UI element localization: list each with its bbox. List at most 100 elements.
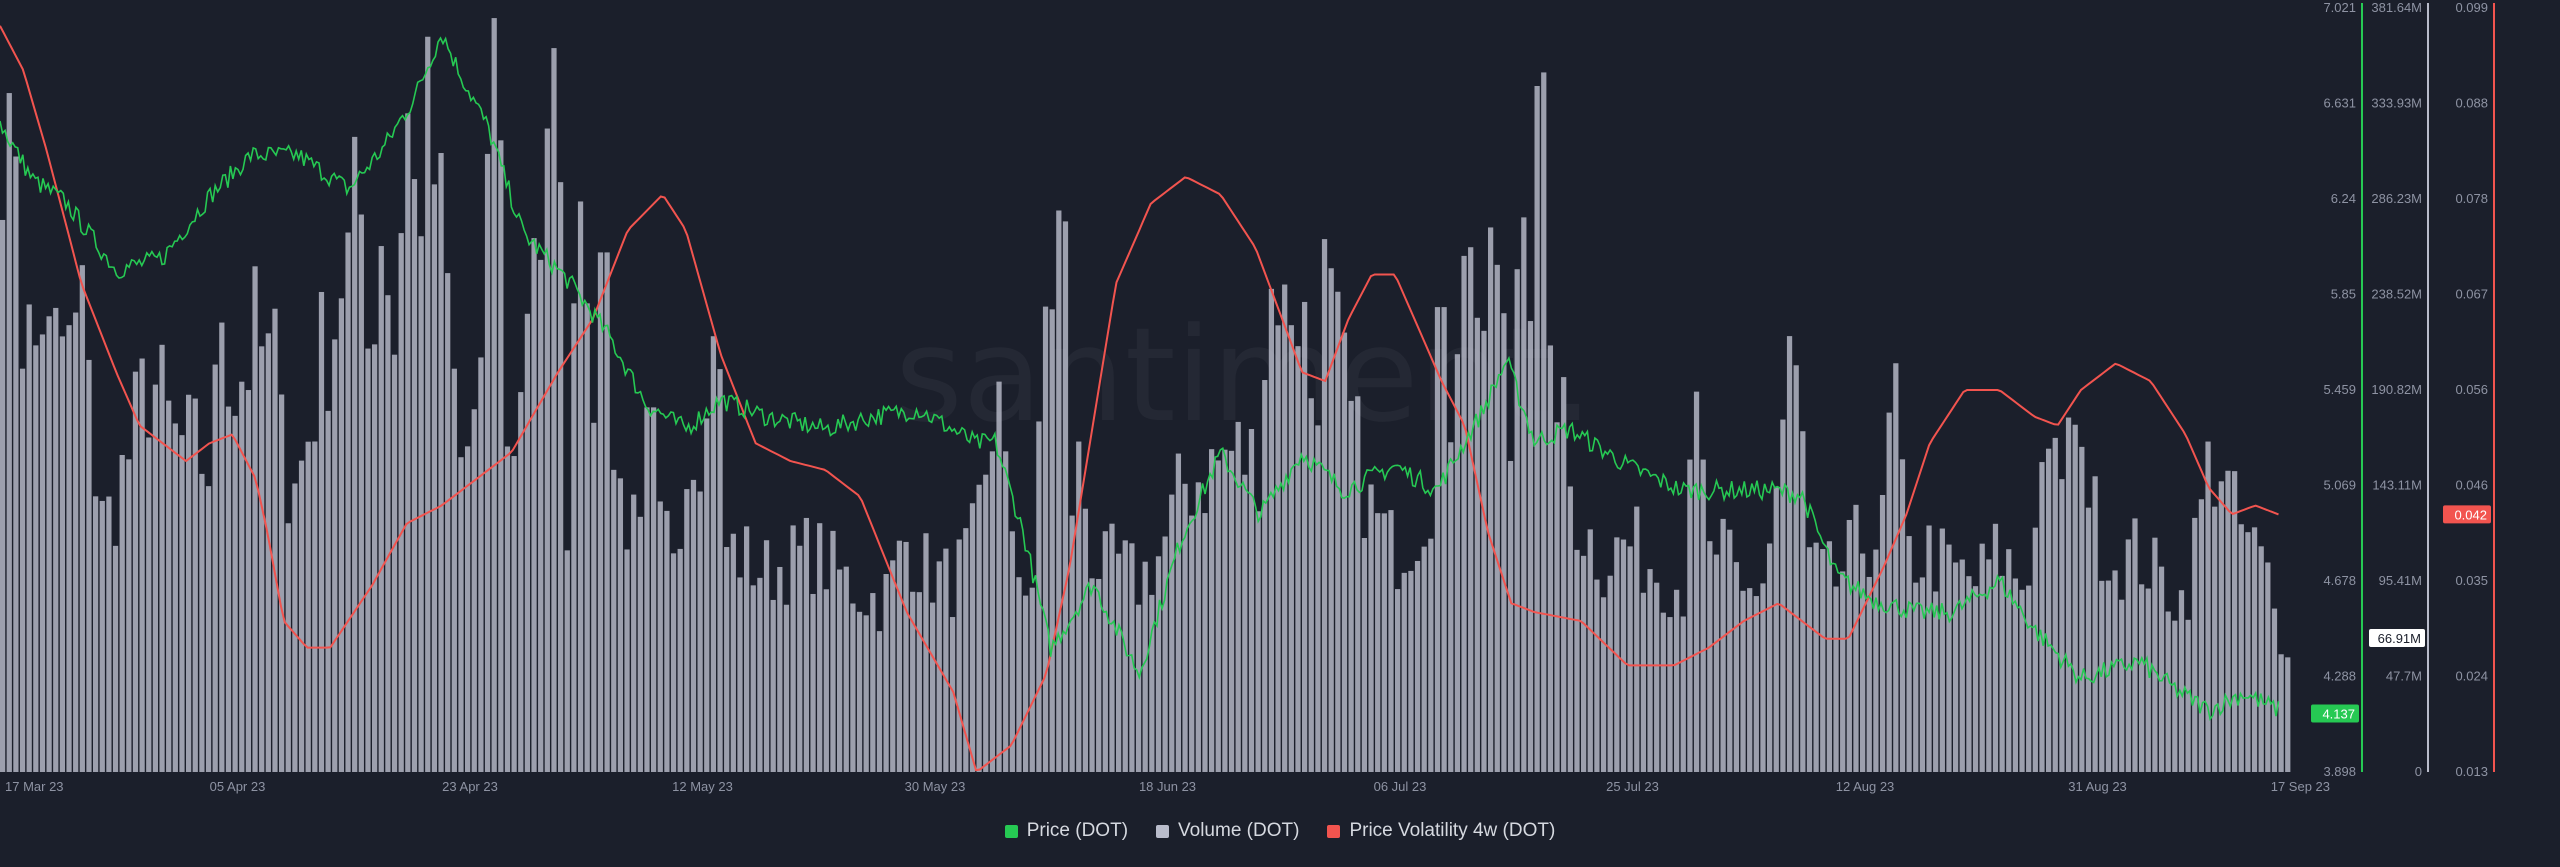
volume-bar (916, 592, 922, 772)
volume-bar (2225, 470, 2231, 772)
volume-bar (843, 566, 849, 772)
volume-bar (332, 339, 338, 772)
volume-bar (903, 541, 909, 772)
volume-bar (1069, 515, 1075, 772)
volume-bar (564, 550, 570, 772)
volume-bar (531, 238, 537, 773)
volume-bar (1029, 587, 1035, 772)
volume-bar (1195, 482, 1201, 772)
volume-bar (245, 390, 252, 772)
volume-bar (2158, 566, 2165, 772)
volume-bar (2198, 499, 2205, 772)
volume-bar (2205, 441, 2211, 772)
volume-bar (1840, 571, 1846, 772)
volume-bar (1056, 210, 1062, 773)
volume-bar (943, 548, 949, 772)
volume-bar (1693, 391, 1700, 772)
volume-bar (863, 615, 869, 772)
price-axis-tick-label: 5.069 (2323, 478, 2356, 493)
volume-bar (2132, 518, 2138, 772)
volume-bar (1720, 518, 1726, 772)
volume-bar (1793, 365, 1799, 772)
volume-bar (1893, 363, 1899, 772)
volume-bar (637, 516, 643, 772)
volume-bar (1355, 396, 1361, 772)
legend-item-volume[interactable]: Volume (DOT) (1156, 820, 1299, 842)
volatility-axis-tick-label: 0.035 (2455, 573, 2488, 588)
volume-bar (577, 201, 584, 772)
volume-bar (179, 435, 185, 772)
legend-item-price[interactable]: Price (DOT) (1004, 820, 1128, 842)
volume-bar (2278, 654, 2284, 772)
volume-bar (225, 406, 232, 772)
volume-bar (1966, 576, 1972, 772)
volume-bar (1155, 556, 1162, 772)
volume-bar (644, 407, 650, 772)
volume-bar (365, 348, 371, 772)
volume-bar (252, 266, 258, 772)
volume-axis-tick-label: 286.23M (2371, 191, 2422, 206)
volume-bar (2212, 506, 2218, 772)
volume-bar (1361, 538, 1368, 772)
volume-bar (1926, 525, 1932, 772)
volume-bar (1089, 578, 1095, 772)
volume-bar (2085, 507, 2092, 772)
legend-item-volatility[interactable]: Price Volatility 4w (DOT) (1327, 820, 1555, 842)
volume-bar (1800, 431, 1806, 772)
volume-bar (704, 418, 710, 772)
volume-bar (1806, 547, 1813, 772)
volume-bar (1275, 325, 1281, 772)
volume-bar (1561, 377, 1567, 772)
volume-bar (1042, 306, 1049, 772)
volume-bar (1986, 559, 1992, 772)
volume-bar (1175, 453, 1182, 772)
volume-bar (471, 409, 477, 772)
volume-bar (823, 589, 829, 772)
volume-bar (391, 354, 398, 772)
volume-bar (1953, 562, 1959, 772)
volume-bar (996, 381, 1002, 772)
volume-bar (1647, 569, 1653, 772)
axes: 7.021 6.631 6.24 5.85 5.459 5.069 4.678 4.288 3.… (5, 0, 2495, 794)
volume-bar (1992, 523, 1999, 772)
volume-bar (192, 398, 198, 772)
volume-bar (2072, 424, 2078, 772)
volume-bar (1341, 332, 1348, 772)
volume-bar (1886, 412, 1892, 772)
volume-bar (458, 457, 464, 772)
volume-bar (558, 182, 564, 772)
volume-bar (146, 437, 152, 772)
volatility-axis-tick-label: 0.078 (2455, 191, 2488, 206)
price-axis-current-tag (2311, 704, 2359, 723)
volume-bar (1939, 528, 1945, 772)
volume-bar (2192, 517, 2198, 772)
volume-bar (750, 585, 756, 772)
volume-bar (1209, 449, 1215, 772)
volume-bar (1660, 612, 1666, 772)
volume-bar (1534, 86, 1540, 772)
volume-bar (2065, 417, 2072, 772)
volume-bar (584, 303, 590, 772)
volume-bar (372, 344, 378, 772)
volatility-axis-tick-label: 0.067 (2455, 287, 2488, 302)
volume-bar (2139, 584, 2145, 772)
volume-bar (1082, 508, 1089, 772)
volume-bar (112, 545, 119, 772)
volume-bar (963, 528, 969, 772)
volume-bar (1381, 513, 1387, 772)
x-tick-label: 17 Sep 23 (2271, 779, 2330, 794)
volume-bar (690, 479, 697, 772)
price-axis-tick-label: 7.021 (2323, 0, 2356, 15)
volume-bar (518, 392, 524, 772)
volatility-line (0, 25, 2279, 772)
volume-bar (2059, 479, 2065, 772)
volume-bar (830, 530, 836, 772)
volume-axis-tick-label: 47.7M (2386, 669, 2422, 684)
volume-axis-tick-label: 333.93M (2371, 96, 2422, 111)
volume-bar (1255, 511, 1261, 772)
volume-bar (305, 441, 311, 772)
volume-bar (1959, 559, 1965, 772)
volume-bar (298, 460, 305, 772)
volume-bar (1149, 594, 1155, 772)
volume-axis-current-value: 66.91M (2378, 631, 2421, 646)
